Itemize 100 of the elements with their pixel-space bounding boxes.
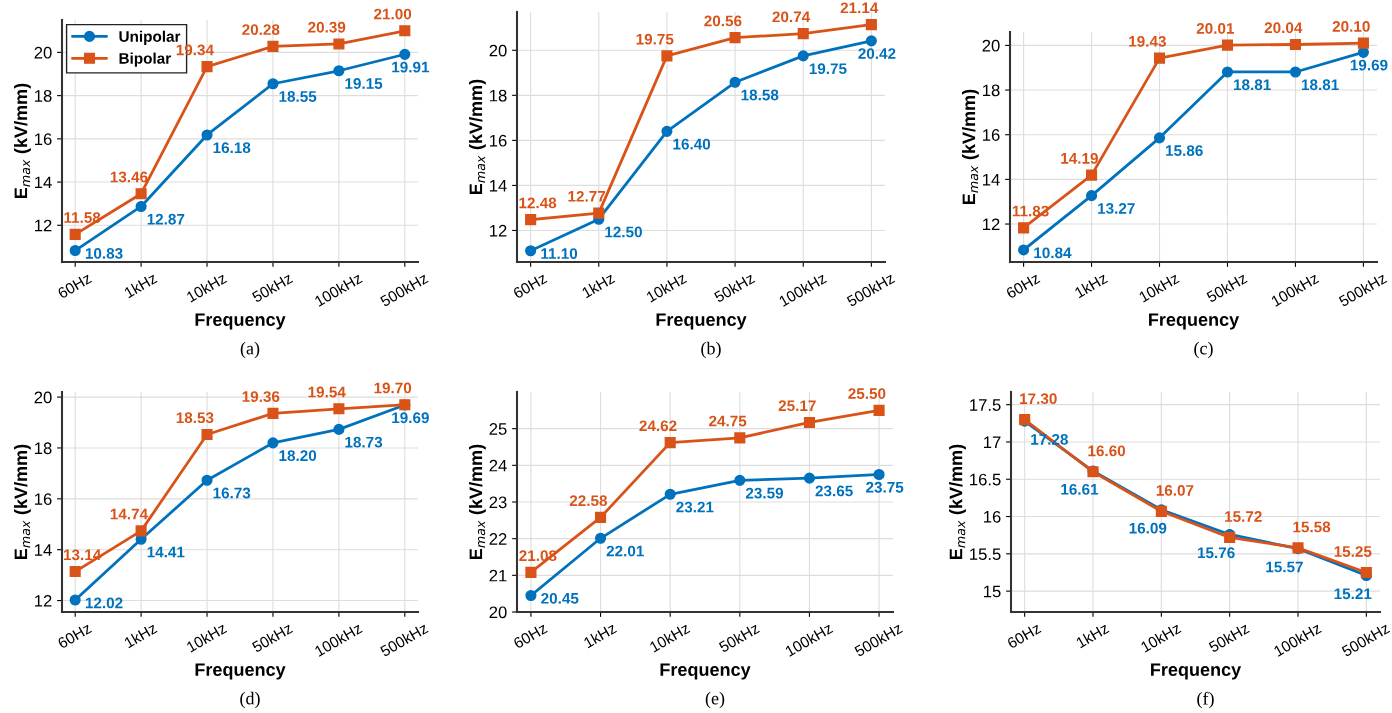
point — [729, 76, 741, 88]
point — [69, 566, 81, 578]
data-label: 23.21 — [676, 501, 714, 513]
y-tick-label: 23 — [489, 496, 507, 509]
x-tick-label: 1kHz — [582, 622, 617, 649]
data-label: 19.69 — [1350, 59, 1388, 71]
data-label: 19.15 — [345, 78, 383, 89]
legend-label: Bipolar — [119, 52, 171, 67]
y-tick-label: 12 — [490, 224, 507, 237]
data-label: 15.21 — [1334, 588, 1372, 600]
point — [333, 423, 345, 435]
y-tick-label: 22 — [489, 533, 507, 545]
point — [1153, 132, 1166, 144]
data-label: 19.43 — [1129, 35, 1166, 47]
point — [267, 437, 279, 449]
point — [69, 594, 81, 606]
x-tick-label: 1kHz — [581, 272, 616, 299]
data-label: 16.18 — [213, 142, 251, 154]
point — [1289, 38, 1302, 51]
data-label: 19.36 — [242, 391, 280, 403]
data-label: 20.10 — [1332, 20, 1370, 32]
point — [593, 207, 605, 219]
data-label: 14.19 — [1061, 152, 1098, 164]
point — [873, 404, 885, 416]
point — [135, 525, 147, 537]
point — [399, 25, 411, 37]
x-axis-title: Frequency — [656, 313, 747, 330]
data-label: 12.50 — [605, 226, 642, 238]
point — [734, 432, 746, 444]
y-tick-label: 20 — [34, 46, 52, 59]
point — [797, 28, 809, 40]
point — [399, 48, 411, 60]
point — [333, 65, 345, 77]
data-label: 18.81 — [1234, 79, 1271, 91]
point — [201, 428, 213, 441]
x-tick-label: 1kHz — [1075, 622, 1110, 649]
data-label: 19.69 — [392, 412, 429, 424]
point — [1085, 169, 1098, 181]
data-label: 18.55 — [279, 91, 317, 102]
y-tick-label: 18 — [983, 84, 1000, 97]
y-axis-title: E$_{max}$ (kV/mm) — [13, 83, 31, 199]
point — [1153, 52, 1166, 64]
point — [1357, 37, 1369, 49]
data-label: 12.77 — [568, 190, 606, 202]
x-tick-label: 1kHz — [1073, 272, 1108, 299]
y-tick-label: 20 — [982, 39, 1000, 52]
data-label: 20.04 — [1264, 22, 1303, 34]
data-label: 16.07 — [1156, 484, 1194, 496]
x-axis-title: Frequency — [195, 313, 286, 330]
point — [661, 50, 673, 62]
point — [594, 511, 607, 523]
text: (f) — [1197, 691, 1214, 709]
data-label: 19.91 — [392, 61, 430, 73]
data-label: 19.75 — [809, 63, 847, 75]
data-label: 22.01 — [606, 545, 644, 557]
y-tick-label: 16 — [35, 133, 52, 146]
point — [135, 200, 147, 213]
data-label: 25.17 — [778, 400, 816, 412]
data-label: 14.41 — [147, 546, 185, 558]
data-label: 23.65 — [815, 485, 853, 497]
y-tick-label: 18 — [35, 90, 52, 102]
text: (d) — [240, 691, 260, 709]
data-label: 25.50 — [848, 388, 886, 399]
x-axis-title: Frequency — [660, 663, 751, 680]
point — [201, 474, 213, 486]
data-label: 19.75 — [636, 33, 674, 45]
point — [797, 50, 809, 62]
x-axis-title: Frequency — [1149, 313, 1240, 330]
x-tick-label: 1kHz — [123, 272, 158, 299]
y-tick-label: 20 — [34, 391, 52, 404]
point — [865, 35, 877, 47]
y-axis-title: E$_{max}$ (kV/mm) — [13, 444, 31, 560]
point — [69, 244, 81, 257]
text: (b) — [701, 341, 721, 359]
data-label: 19.54 — [308, 386, 346, 398]
x-tick-label: 60Hz — [57, 622, 93, 649]
data-label: 16.61 — [1061, 483, 1099, 495]
data-label: 15.58 — [1293, 521, 1331, 533]
y-tick-label: 17 — [984, 436, 1001, 449]
data-label: 15.57 — [1266, 561, 1303, 573]
y-tick-label: 12 — [35, 594, 52, 607]
data-label: 15.25 — [1334, 546, 1372, 557]
data-label: 17.30 — [1020, 393, 1057, 405]
y-tick-label: 16 — [35, 493, 52, 506]
y-tick-label: 16.5 — [970, 473, 1001, 486]
data-label: 16.09 — [1129, 522, 1167, 534]
y-tick-label: 12 — [983, 218, 1000, 231]
data-label: 10.83 — [85, 248, 123, 259]
point — [1018, 244, 1030, 256]
point — [1018, 222, 1030, 234]
y-tick-label: 17.5 — [970, 399, 1001, 411]
point — [267, 40, 279, 52]
y-tick-label: 24 — [489, 459, 507, 472]
point — [729, 32, 741, 44]
point — [525, 214, 537, 226]
data-label: 21.14 — [840, 2, 879, 14]
data-label: 22.58 — [569, 495, 608, 507]
data-label: 20.39 — [308, 21, 346, 33]
text: (e) — [705, 691, 725, 709]
point — [525, 589, 537, 602]
